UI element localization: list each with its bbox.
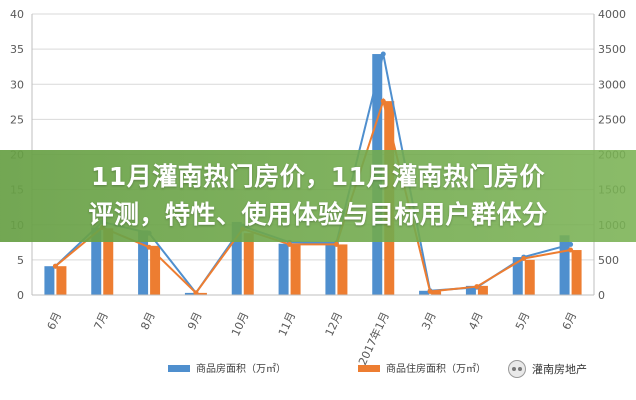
line-point xyxy=(380,51,386,57)
bar xyxy=(477,285,488,295)
y-left-tick-label: 5 xyxy=(17,254,24,267)
line-point xyxy=(474,284,480,290)
y-left-tick-label: 25 xyxy=(10,113,24,126)
line-point xyxy=(427,288,433,294)
bar xyxy=(56,266,67,295)
bar xyxy=(512,257,523,295)
line-point xyxy=(146,244,152,250)
legend: 商品房面积（万㎡） 商品住房面积（万㎡） xyxy=(168,362,486,375)
y-right-tick-label: 0 xyxy=(598,289,605,302)
x-tick-label: 6月 xyxy=(45,310,64,332)
bar xyxy=(196,292,207,295)
bar xyxy=(44,266,55,295)
legend-swatch xyxy=(168,365,190,372)
line-point xyxy=(52,263,58,269)
line-point xyxy=(380,98,386,104)
banner-title-line-2: 评测，特性、使用体验与目标用户群体分 xyxy=(88,200,548,229)
series-line xyxy=(54,97,571,295)
y-right-tick-label: 3000 xyxy=(598,78,626,91)
legend-label: 商品住房面积（万㎡） xyxy=(386,362,486,375)
banner-title-line-1: 11月灌南热门房价，11月灌南热门房价 xyxy=(90,162,546,191)
watermark: 灌南房地产 xyxy=(508,360,587,378)
bar xyxy=(290,244,301,295)
bar xyxy=(571,250,582,295)
bar xyxy=(231,221,242,295)
y-right-tick-label: 2500 xyxy=(598,113,626,126)
bar xyxy=(325,244,336,295)
bar xyxy=(465,285,476,295)
bar xyxy=(431,291,442,295)
line-point xyxy=(333,241,339,247)
x-tick-label: 8月 xyxy=(138,310,157,332)
bar xyxy=(337,244,348,295)
legend-swatch xyxy=(358,365,380,372)
y-left-tick-label: 40 xyxy=(10,8,24,21)
bar xyxy=(524,259,535,295)
line-point xyxy=(568,247,574,253)
y-right-tick-label: 4000 xyxy=(598,8,626,21)
bar xyxy=(559,235,570,295)
bar xyxy=(419,290,430,295)
bar xyxy=(91,227,102,295)
bar xyxy=(138,230,149,295)
y-right-tick-label: 500 xyxy=(598,254,619,267)
bar xyxy=(184,292,195,295)
x-tick-label: 2017年1月 xyxy=(355,310,392,368)
watermark-text: 灌南房地产 xyxy=(532,363,587,376)
bar xyxy=(278,243,289,295)
x-tick-label: 3月 xyxy=(419,310,438,332)
bar xyxy=(150,245,161,295)
x-tick-label: 4月 xyxy=(466,310,485,332)
line-point xyxy=(568,241,574,247)
x-tick-label: 9月 xyxy=(185,310,204,332)
bar xyxy=(243,233,254,295)
line-point xyxy=(287,241,293,247)
x-tick-label: 6月 xyxy=(560,310,579,332)
x-tick-label: 5月 xyxy=(513,310,532,332)
x-tick-label: 12月 xyxy=(323,310,345,338)
x-tick-label: 10月 xyxy=(229,310,251,338)
wechat-icon xyxy=(508,360,526,378)
x-tick-label: 7月 xyxy=(92,310,111,332)
bar xyxy=(103,228,114,295)
y-left-tick-label: 35 xyxy=(10,43,24,56)
y-left-tick-label: 0 xyxy=(17,289,24,302)
y-left-tick-label: 30 xyxy=(10,78,24,91)
y-right-tick-label: 3500 xyxy=(598,43,626,56)
line-point xyxy=(193,290,199,296)
line-point xyxy=(521,255,527,261)
x-tick-label: 11月 xyxy=(276,310,298,338)
title-banner: 11月灌南热门房价，11月灌南热门房价 评测，特性、使用体验与目标用户群体分 xyxy=(0,150,636,242)
legend-label: 商品房面积（万㎡） xyxy=(196,362,286,375)
